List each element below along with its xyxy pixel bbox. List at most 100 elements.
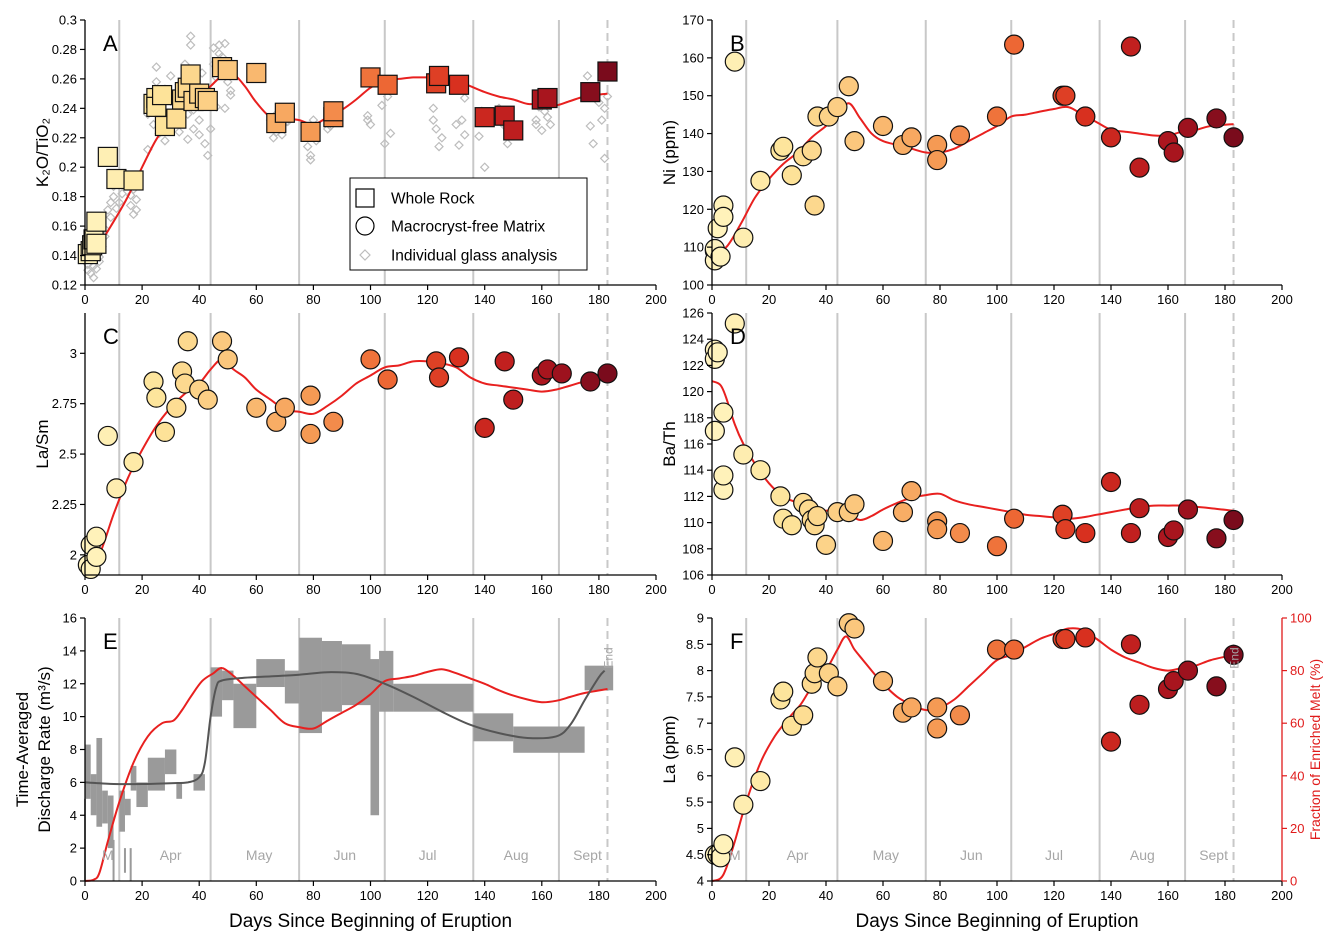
matrix-circle-point (804, 195, 825, 216)
whole-rock-square-point (97, 146, 118, 168)
y-tick-label: 6 (70, 775, 77, 790)
matrix-circle-point (927, 519, 948, 540)
matrix-circle-point (713, 834, 734, 855)
matrix-circle-point (246, 397, 267, 418)
matrix-circle-point (724, 51, 745, 72)
matrix-circle-point (892, 502, 914, 523)
y-tick-label: 122 (682, 358, 704, 373)
panel-letter: B (730, 31, 745, 56)
whole-rock-square-point (300, 121, 321, 142)
glass-diamond-point (205, 124, 216, 134)
legend-label: Macrocryst-free Matrix (391, 219, 545, 236)
matrix-circle-point (1223, 509, 1244, 531)
glass-diamond-point (117, 188, 127, 199)
glass-diamond-point (151, 76, 162, 87)
matrix-circle-point (1055, 628, 1076, 650)
whole-rock-square-point (123, 170, 144, 191)
matrix-circle-point (815, 534, 837, 555)
matrix-circle-point (1177, 499, 1199, 520)
matrix-circle-point (750, 170, 771, 191)
whole-rock-square-point (448, 74, 470, 95)
matrix-circle-point (1163, 142, 1184, 163)
panel-B: 0 20 40 60 80 100 120 140 160 180 200 100 110 120 130 1… (660, 13, 1293, 308)
matrix-circle-point (927, 697, 948, 718)
glass-diamond-point (362, 110, 373, 121)
y-tick-label: 4.5 (686, 847, 704, 862)
matrix-circle-point (713, 465, 734, 486)
glass-diamond-point (454, 140, 464, 150)
matrix-circle-point (300, 423, 321, 445)
matrix-circle-point (1206, 108, 1227, 129)
x-tick-label: 180 (1214, 582, 1236, 597)
glass-diamond-point (459, 129, 470, 140)
matrix-circle-point (781, 165, 802, 186)
matrix-circle-point (551, 363, 572, 384)
x-tick-label: 200 (1271, 292, 1293, 307)
x-axis-label: Days Since Beginning of Eruption (229, 911, 512, 932)
matrix-circle-point (807, 505, 828, 527)
matrix-circle-point (177, 331, 198, 352)
discharge-bar (176, 782, 183, 799)
glass-diamond-point (114, 197, 125, 208)
glass-diamond-point (131, 194, 142, 205)
matrix-circle-point (1055, 519, 1076, 540)
matrix-circle-point (1120, 36, 1142, 57)
matrix-circle-point (838, 76, 859, 97)
x-tick-label: 80 (933, 888, 947, 903)
matrix-circle-point (1129, 498, 1150, 519)
y-tick-label: 0 (70, 874, 77, 889)
y-tick-label: 2.5 (59, 447, 77, 462)
matrix-circle-point (1003, 508, 1025, 529)
x-tick-label: 120 (417, 292, 439, 307)
x-tick-label: 0 (708, 582, 715, 597)
matrix-circle-point (901, 697, 922, 718)
glass-diamond-point (302, 141, 313, 152)
matrix-circle-point (197, 389, 218, 410)
glass-diamond-point (602, 91, 613, 102)
y-tick-label: 108 (682, 541, 704, 556)
matrix-circle-point (1177, 117, 1199, 138)
whole-rock-square-point (166, 108, 187, 129)
glass-diamond-point (200, 138, 210, 149)
matrix-circle-point (927, 149, 948, 171)
x-tick-label: 120 (1043, 292, 1065, 307)
y-tick-label: 2 (70, 547, 77, 562)
discharge-bar (193, 774, 205, 791)
discharge-bar (147, 757, 165, 791)
panel-letter: F (730, 629, 743, 654)
discharge-bar (513, 726, 585, 753)
matrix-circle-point (323, 411, 344, 432)
y-tick-label: 3 (70, 346, 77, 361)
whole-rock-square-point (428, 65, 450, 87)
whole-rock-square-point (597, 61, 618, 82)
y-tick-label: 116 (683, 437, 704, 452)
x-tick-label: 80 (933, 582, 947, 597)
matrix-circle-point (1163, 520, 1184, 541)
y-tick-label: 120 (682, 384, 704, 399)
glass-diamond-point (428, 115, 439, 125)
y-tick-label: 2.75 (52, 396, 77, 411)
matrix-circle-point (793, 705, 814, 726)
x-tick-label: 20 (762, 888, 776, 903)
matrix-circle-point (86, 526, 107, 547)
matrix-circle-point (97, 425, 118, 447)
y-tick-label: 118 (683, 410, 704, 425)
glass-diamond-point (536, 125, 547, 136)
y-tick-label: 6 (697, 768, 704, 783)
matrix-circle-point (773, 681, 794, 702)
glass-diamond-point (596, 115, 607, 125)
matrix-circle-point (1129, 694, 1150, 715)
matrix-circle-point (1075, 106, 1096, 127)
x-tick-label: 200 (645, 582, 667, 597)
x-tick-label: 40 (819, 888, 833, 903)
discharge-bar (136, 782, 148, 808)
glass-diamond-point (434, 141, 444, 152)
legend: Whole Rock Macrocryst-free Matrix Individu… (349, 177, 588, 271)
y-tick-label: 7 (697, 716, 704, 731)
glass-diamond-point (202, 150, 213, 161)
panel-A: 0 20 40 60 80 100 120 140 160 180 200 0.12 0.14 0.16 0… (33, 13, 667, 308)
month-label: Aug (504, 847, 529, 863)
whole-rock-square-point (503, 120, 524, 141)
whole-rock-square-point (217, 59, 238, 81)
x-tick-label: 120 (417, 888, 439, 903)
